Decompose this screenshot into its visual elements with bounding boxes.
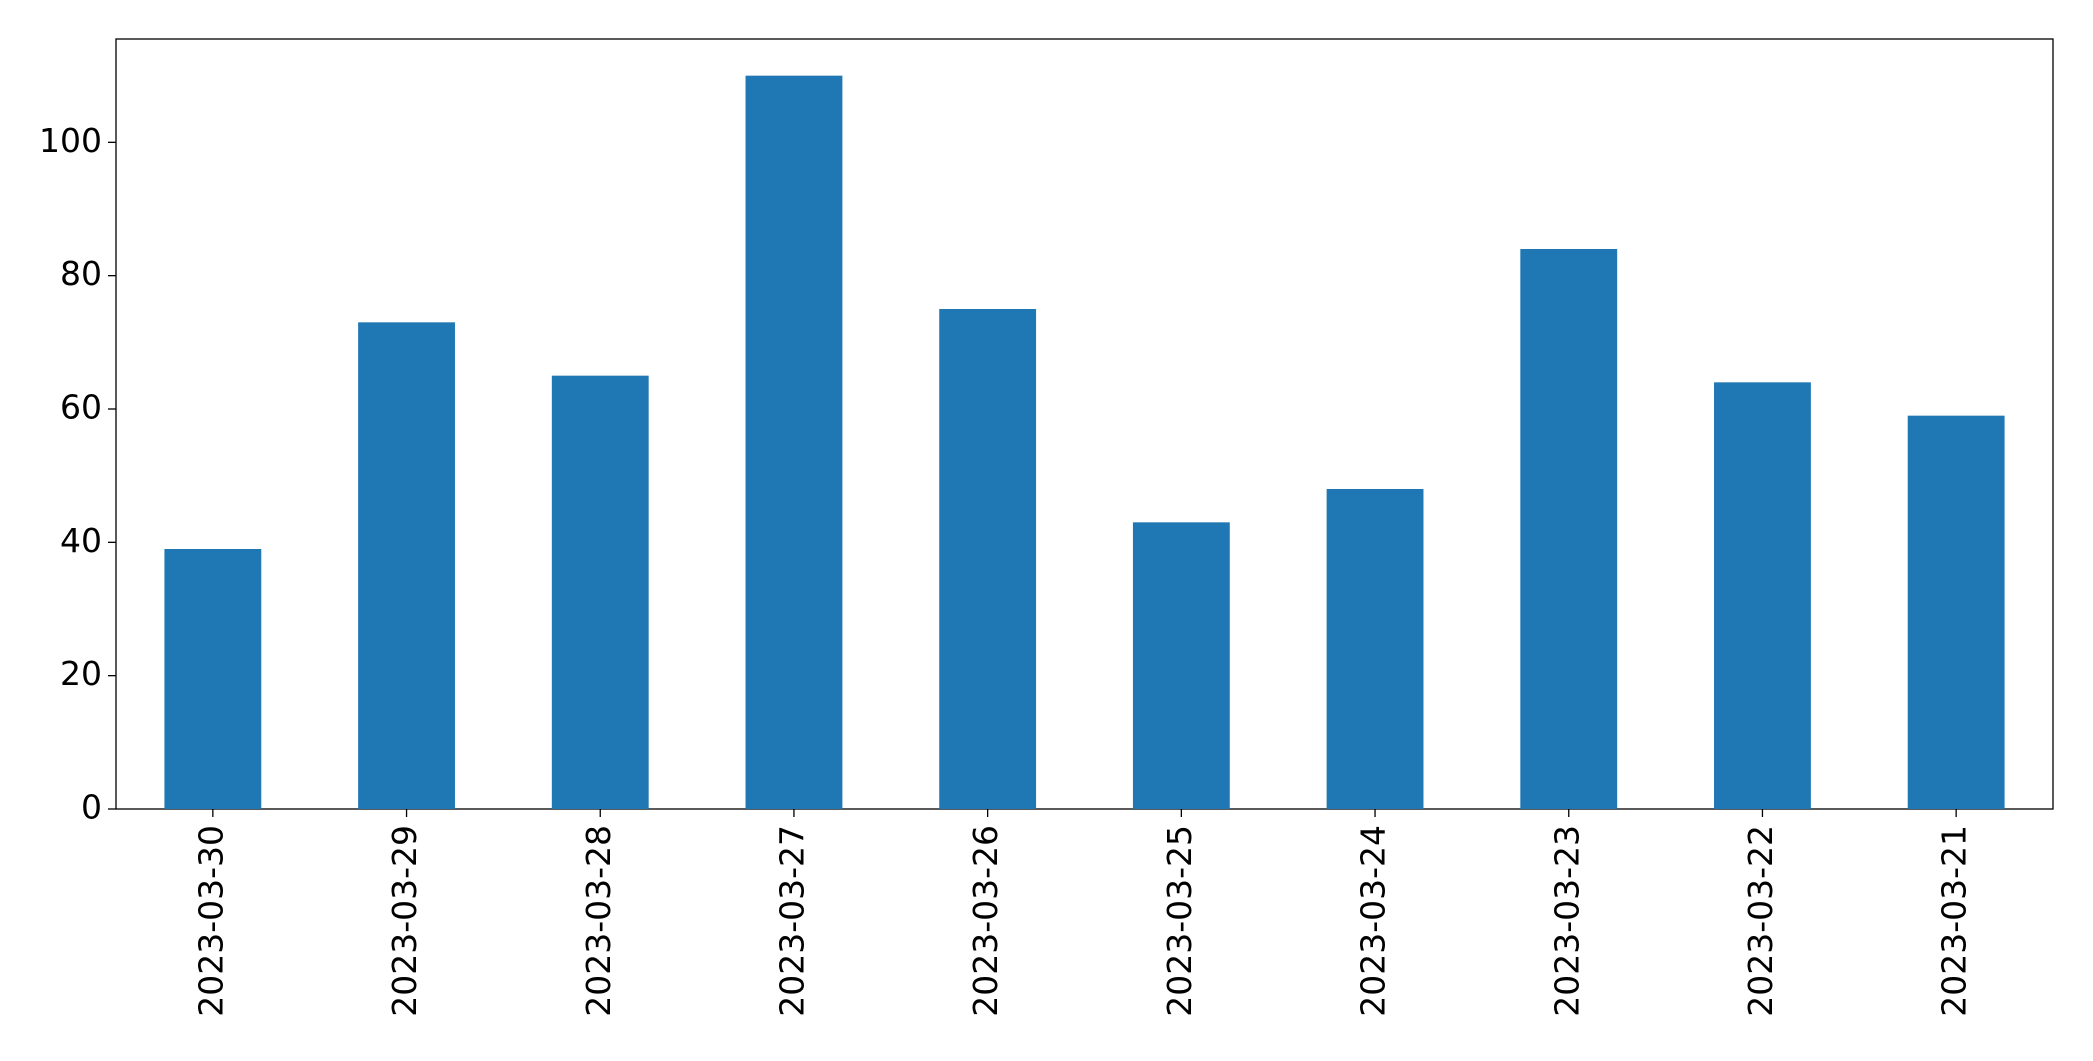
y-tick-label: 100: [39, 121, 102, 160]
bar: [1907, 415, 2005, 809]
x-tick-label: 2023-03-26: [966, 825, 1005, 1017]
x-tick-label: 2023-03-28: [579, 825, 618, 1017]
bar: [1326, 489, 1424, 809]
bar: [939, 309, 1037, 809]
x-tick-label: 2023-03-24: [1354, 825, 1393, 1017]
y-tick-label: 80: [60, 254, 102, 293]
x-tick-label: 2023-03-30: [191, 825, 230, 1017]
bar: [1132, 522, 1230, 809]
bar: [745, 75, 843, 809]
x-tick-label: 2023-03-21: [1935, 825, 1974, 1017]
x-tick-label: 2023-03-27: [772, 825, 811, 1017]
x-tick-label: 2023-03-22: [1741, 825, 1780, 1017]
y-tick-label: 60: [60, 388, 102, 427]
y-tick-label: 20: [60, 654, 102, 693]
x-tick-label: 2023-03-25: [1160, 825, 1199, 1017]
bar: [1520, 249, 1618, 809]
bar: [164, 549, 262, 809]
y-tick-label: 40: [60, 521, 102, 560]
bar: [551, 375, 649, 809]
y-tick-label: 0: [81, 788, 102, 827]
x-tick-label: 2023-03-29: [385, 825, 424, 1017]
x-tick-label: 2023-03-23: [1547, 825, 1586, 1017]
plot-frame: [115, 38, 2054, 810]
bar: [1714, 382, 1811, 809]
bar: [358, 322, 455, 809]
